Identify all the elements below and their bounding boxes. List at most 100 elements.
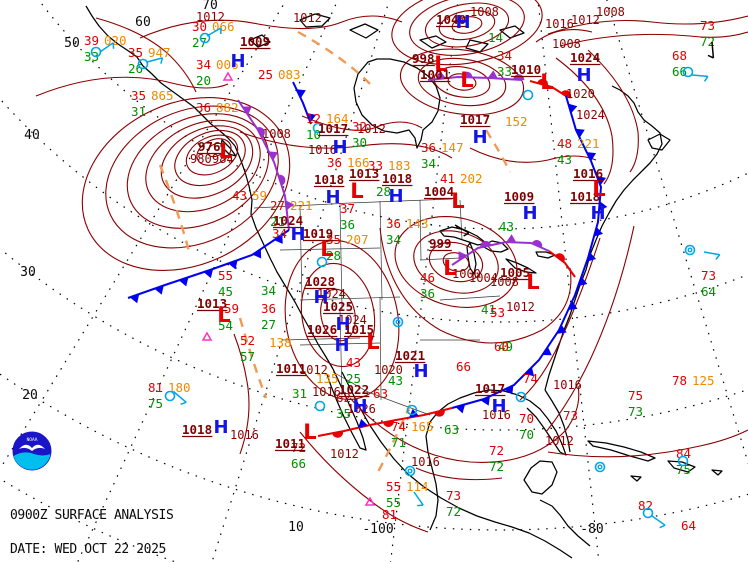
station-plot: 34 006 20 [196,57,239,88]
station-plot: 82 [638,498,653,513]
svg-text:1015: 1015 [344,322,374,337]
graticule-labels: 70 60 50 40 30 20 10 -100 -80 [20,0,604,537]
svg-text:1016: 1016 [308,143,337,157]
svg-text:35: 35 [326,232,341,247]
station-plot: 36 143 34 [386,216,429,247]
svg-text:75: 75 [148,396,163,411]
station-plot: 25 083 [258,67,301,82]
svg-text:68: 68 [672,48,687,63]
stationary-front [317,407,453,438]
svg-text:1024: 1024 [273,213,303,228]
svg-text:1025: 1025 [323,299,353,314]
wind-barb-icon [651,515,666,529]
svg-text:H: H [352,396,367,417]
station-plot: 31 [292,386,307,401]
svg-text:H: H [455,12,470,33]
svg-text:12: 12 [306,111,321,126]
station-plot: 36 166 [327,155,370,170]
station-plot: 53 [490,305,505,320]
trough-line [158,164,192,256]
svg-text:1017: 1017 [318,121,348,136]
svg-text:1012: 1012 [357,122,386,136]
station-circle-icon [199,32,211,44]
svg-text:25: 25 [346,371,361,386]
station-circle-icon [137,58,149,70]
svg-text:43: 43 [346,355,361,370]
svg-text:72: 72 [489,459,504,474]
low-pressure-center: 1011 [276,361,307,377]
svg-text:L: L [540,70,553,94]
svg-text:81: 81 [148,380,163,395]
svg-text:H: H [576,65,591,86]
svg-text:1013: 1013 [349,166,379,181]
station-plot: 33 183 [368,158,411,173]
svg-text:40: 40 [24,128,40,143]
svg-text:36: 36 [420,286,435,301]
svg-text:33: 33 [368,158,383,173]
pink-trough-marker-icon [201,331,213,341]
svg-text:20: 20 [196,73,211,88]
station-circle-icon [164,390,176,402]
svg-text:43: 43 [388,373,403,388]
svg-text:999: 999 [429,236,452,251]
svg-text:1024: 1024 [576,108,605,122]
occluded-front [451,234,550,266]
svg-text:72: 72 [446,504,461,519]
station-plot: 35 865 31 [131,88,174,119]
station-plot: 39 020 33 [84,33,127,64]
svg-text:H: H [290,224,305,245]
station-plot: 74 165 71 [391,419,434,450]
svg-text:31: 31 [131,104,146,119]
svg-text:66: 66 [672,64,687,79]
svg-text:H: H [335,314,350,335]
svg-text:1001: 1001 [420,67,450,82]
svg-text:64: 64 [681,518,696,533]
svg-text:1018: 1018 [382,171,412,186]
svg-text:1012: 1012 [330,447,359,461]
svg-text:34: 34 [261,283,276,298]
svg-text:82: 82 [638,498,653,513]
svg-text:73: 73 [563,408,578,423]
isobar-labels: 1012 1012 10121008101610081008102010241016… [190,5,625,469]
svg-text:152: 152 [505,114,528,129]
svg-text:55: 55 [218,268,233,283]
svg-text:78: 78 [672,373,687,388]
svg-text:30: 30 [192,19,207,34]
svg-text:70: 70 [519,427,534,442]
svg-text:37: 37 [340,201,355,216]
svg-text:083: 083 [278,67,301,82]
trough-line [484,129,512,173]
station-circle-icon [515,391,527,403]
station-plot: 12 164 10 [306,111,349,142]
svg-text:30: 30 [352,135,367,150]
svg-text:1024: 1024 [317,287,346,301]
svg-text:H: H [590,203,605,224]
station-plot: 63 [444,422,459,437]
svg-text:976: 976 [198,139,221,154]
svg-text:21: 21 [270,214,285,229]
svg-text:63: 63 [444,422,459,437]
svg-text:1016: 1016 [312,385,341,399]
